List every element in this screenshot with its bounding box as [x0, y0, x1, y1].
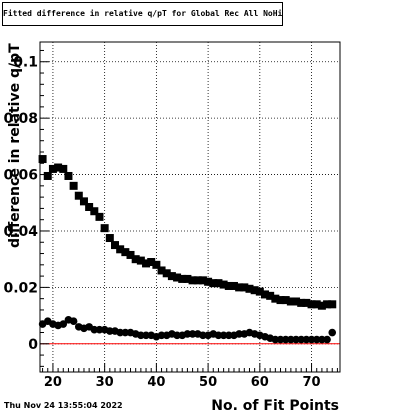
x-tick-label: 20 [44, 375, 62, 390]
square-marker [198, 276, 207, 285]
y-tick-label: 0.06 [3, 168, 38, 184]
square-marker [214, 279, 223, 288]
square-marker [167, 272, 176, 281]
square-marker [142, 259, 151, 268]
circle-marker [69, 317, 78, 326]
square-marker [188, 276, 197, 285]
chart-title: Fitted difference in relative q/pT for G… [3, 9, 282, 18]
y-tick-label: 0.08 [3, 111, 38, 127]
square-marker [235, 283, 244, 292]
y-axis-label: difference in relative q/pT [7, 43, 23, 248]
square-marker [245, 284, 254, 293]
circle-marker [59, 320, 68, 328]
x-tick-label: 50 [199, 375, 217, 390]
square-marker [157, 266, 166, 275]
square-marker [209, 279, 218, 288]
plot-frame [39, 41, 341, 373]
square-marker [95, 212, 104, 221]
tick-labels: 20 30 40 50 60 70 0 0.02 0.04 0.06 0.08 0.1 [3, 55, 320, 390]
square-marker [240, 283, 249, 292]
square-marker [286, 297, 295, 306]
square-marker [292, 297, 301, 306]
axis-ticks [40, 49, 338, 372]
circle-marker [328, 328, 337, 337]
square-marker [162, 269, 171, 278]
square-marker [136, 256, 145, 265]
square-marker [328, 300, 337, 309]
x-tick-label: 30 [96, 375, 114, 390]
x-tick-label: 40 [147, 375, 165, 390]
y-tick-label: 0.1 [13, 55, 38, 71]
square-marker [271, 294, 280, 303]
square-marker [317, 301, 326, 310]
square-marker [116, 245, 125, 254]
square-marker [74, 191, 83, 200]
timestamp: Thu Nov 24 13:55:04 2022 [4, 401, 123, 410]
square-marker [302, 298, 311, 307]
grid [40, 42, 340, 372]
y-tick-label: 0.02 [3, 280, 38, 296]
square-marker [276, 296, 285, 305]
square-marker [219, 280, 228, 289]
x-axis-label: No. of Fit Points [211, 398, 339, 414]
square-marker [126, 250, 135, 259]
square-marker [64, 171, 73, 180]
square-marker [281, 296, 290, 305]
square-marker [307, 300, 316, 309]
square-marker [178, 274, 187, 283]
square-marker [111, 241, 119, 250]
square-marker [204, 277, 213, 286]
square-marker [323, 300, 332, 309]
square-marker [312, 300, 321, 309]
square-marker [147, 258, 156, 266]
square-marker [229, 281, 238, 290]
x-tick-label: 60 [251, 375, 269, 390]
square-marker [48, 164, 57, 173]
square-marker [85, 203, 94, 211]
square-marker [100, 224, 109, 233]
square-marker [105, 234, 114, 243]
square-marker [297, 298, 306, 307]
square-marker [54, 163, 63, 172]
y-tick-label: 0.04 [3, 224, 38, 240]
square-marker [38, 155, 47, 164]
square-marker [173, 273, 182, 282]
circle-marker [323, 335, 331, 344]
y-tick-label: 0 [28, 337, 38, 353]
square-marker [69, 181, 78, 190]
square-marker [152, 260, 161, 269]
square-marker [224, 281, 233, 290]
square-marker [261, 290, 269, 299]
square-marker [183, 274, 192, 283]
square-marker [90, 207, 99, 216]
square-marker [255, 287, 264, 296]
square-marker [193, 276, 202, 285]
square-marker [79, 197, 88, 206]
square-marker [131, 255, 140, 264]
square-marker [59, 164, 68, 173]
title-box: Fitted difference in relative q/pT for G… [2, 2, 283, 26]
square-marker [43, 171, 52, 180]
x-tick-label: 70 [303, 375, 321, 390]
data-marks [38, 155, 337, 344]
square-marker [266, 291, 275, 300]
square-marker [250, 286, 259, 295]
square-marker [121, 248, 130, 257]
